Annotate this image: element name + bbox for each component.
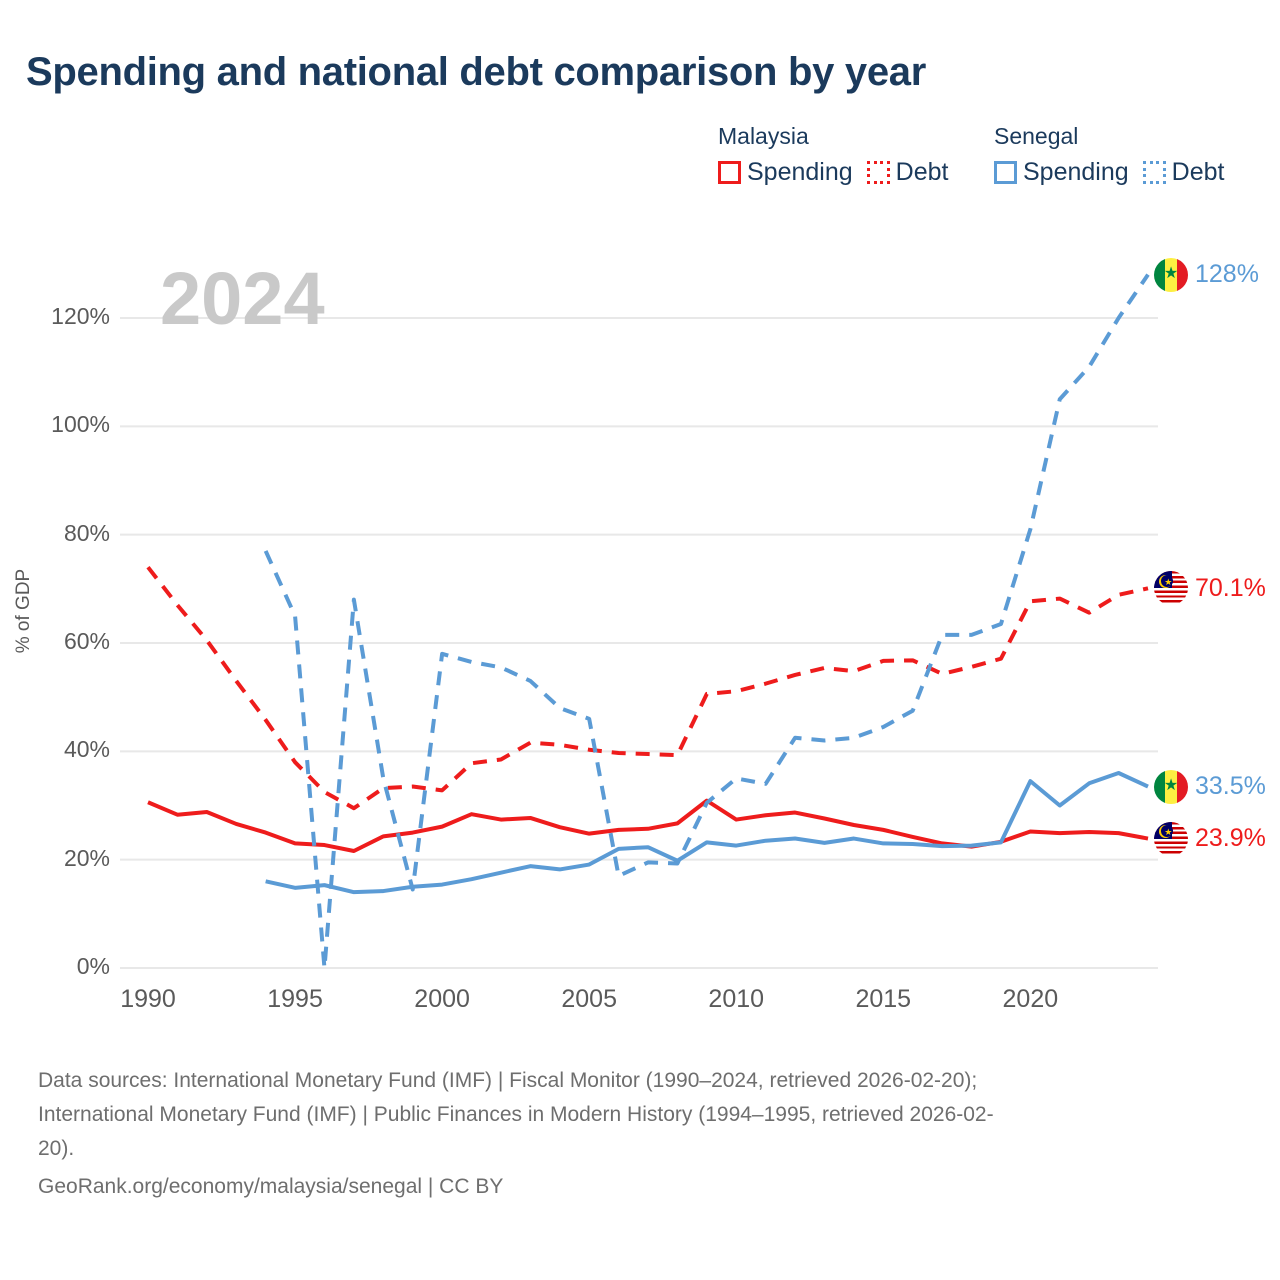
- end-label-value-malaysia-spending: 23.9%: [1195, 824, 1266, 853]
- end-label-value-senegal-debt: 128%: [1195, 260, 1259, 289]
- series-line-senegal-debt: [263, 273, 1150, 970]
- series-line-malaysia-debt: [146, 565, 1149, 811]
- y-tick-label: 0%: [76, 953, 110, 979]
- x-tick-label: 2010: [708, 985, 765, 1013]
- legend-swatch-solid-blue-icon: [994, 161, 1017, 184]
- end-label-malaysia-spending: ★ 23.9%: [1154, 821, 1266, 856]
- y-tick-label: 120%: [51, 303, 110, 329]
- page-title: Spending and national debt comparison by…: [26, 50, 926, 94]
- end-label-senegal-spending: ★ 33.5%: [1154, 769, 1266, 804]
- y-tick-label: 80%: [63, 519, 110, 546]
- x-tick-label: 2000: [414, 985, 470, 1013]
- senegal-flag-icon: ★: [1154, 257, 1188, 292]
- x-tick-label: 2020: [1002, 985, 1059, 1013]
- legend-item-malaysia-spending[interactable]: Spending: [718, 158, 853, 187]
- legend-item-malaysia-debt[interactable]: Debt: [866, 158, 949, 187]
- y-tick-label: 100%: [51, 411, 110, 438]
- legend-label-senegal-debt: Debt: [1171, 158, 1225, 186]
- malaysia-flag-icon: ★: [1154, 571, 1188, 606]
- legend-label-malaysia-debt: Debt: [895, 158, 949, 186]
- legend-label-malaysia-spending: Spending: [747, 158, 853, 186]
- x-tick-label: 2005: [561, 985, 617, 1013]
- x-tick-label: 1995: [267, 985, 323, 1013]
- chart-canvas: [120, 273, 1158, 970]
- x-tick-label: 2015: [855, 985, 912, 1013]
- legend-item-senegal-debt[interactable]: Debt: [1142, 158, 1225, 187]
- y-tick-label: 60%: [63, 628, 110, 654]
- end-label-value-senegal-spending: 33.5%: [1195, 772, 1266, 801]
- footer-sources-line1: Data sources: International Monetary Fun…: [38, 1069, 978, 1092]
- legend-swatch-dotted-blue-icon: [1142, 161, 1166, 184]
- footer-sources-line3: 20).: [38, 1137, 75, 1160]
- legend: Malaysia Spending Debt Senegal Spending: [718, 122, 1258, 200]
- legend-item-senegal-spending[interactable]: Spending: [994, 158, 1129, 187]
- senegal-flag-icon: ★: [1154, 769, 1188, 804]
- legend-group-senegal: Senegal Spending Debt: [994, 122, 1238, 187]
- footer: Data sources: International Monetary Fun…: [38, 1064, 1238, 1204]
- y-tick-label: 40%: [63, 736, 110, 763]
- end-label-senegal-debt: ★ 128%: [1154, 257, 1259, 292]
- legend-swatch-dotted-red-icon: [866, 161, 890, 184]
- y-tick-label: 20%: [63, 844, 110, 871]
- footer-sources-line2: International Monetary Fund (IMF) | Publ…: [38, 1103, 994, 1126]
- legend-country-malaysia: Malaysia: [718, 123, 809, 149]
- end-label-value-malaysia-debt: 70.1%: [1195, 573, 1266, 602]
- legend-swatch-solid-red-icon: [718, 161, 741, 184]
- plot-area: 2024 % of GDP 0% 20% 40% 60% 80% 100% 120% 199…: [13, 257, 1266, 1013]
- legend-label-senegal-spending: Spending: [1023, 158, 1129, 186]
- footer-link[interactable]: GeoRank.org/economy/malaysia/senegal | C…: [38, 1175, 504, 1198]
- malaysia-flag-icon: ★: [1154, 821, 1188, 856]
- x-tick-label: 1990: [120, 985, 176, 1013]
- end-label-malaysia-debt: ★ 70.1%: [1154, 571, 1266, 606]
- legend-country-senegal: Senegal: [994, 123, 1079, 149]
- year-watermark: 2024: [160, 257, 325, 340]
- legend-group-malaysia: Malaysia Spending Debt: [718, 122, 962, 187]
